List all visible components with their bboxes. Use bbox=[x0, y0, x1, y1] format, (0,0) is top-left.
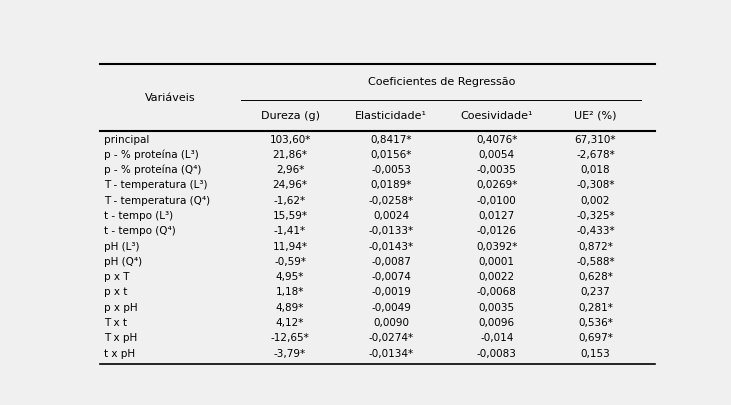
Text: -0,0083: -0,0083 bbox=[477, 349, 517, 358]
Text: 4,95*: 4,95* bbox=[276, 272, 304, 282]
Text: 0,0127: 0,0127 bbox=[479, 211, 515, 221]
Text: pH (L³): pH (L³) bbox=[105, 242, 140, 252]
Text: p - % proteína (L³): p - % proteína (L³) bbox=[105, 150, 199, 160]
Text: -3,79*: -3,79* bbox=[274, 349, 306, 358]
Text: 0,4076*: 0,4076* bbox=[476, 134, 518, 145]
Text: p x T: p x T bbox=[105, 272, 130, 282]
Text: Coeficientes de Regressão: Coeficientes de Regressão bbox=[368, 77, 515, 87]
Text: 0,0024: 0,0024 bbox=[374, 211, 409, 221]
Text: -0,59*: -0,59* bbox=[274, 257, 306, 267]
Text: 21,86*: 21,86* bbox=[273, 150, 308, 160]
Text: -12,65*: -12,65* bbox=[270, 333, 309, 343]
Text: T - temperatura (Q⁴): T - temperatura (Q⁴) bbox=[105, 196, 211, 206]
Text: 0,153: 0,153 bbox=[580, 349, 610, 358]
Text: 0,628*: 0,628* bbox=[578, 272, 613, 282]
Text: principal: principal bbox=[105, 134, 150, 145]
Text: t - tempo (L³): t - tempo (L³) bbox=[105, 211, 173, 221]
Text: 0,0090: 0,0090 bbox=[374, 318, 409, 328]
Text: -0,0274*: -0,0274* bbox=[368, 333, 414, 343]
Text: -0,0258*: -0,0258* bbox=[368, 196, 414, 206]
Text: p x pH: p x pH bbox=[105, 303, 138, 313]
Text: 0,237: 0,237 bbox=[580, 288, 610, 297]
Text: Elasticidade¹: Elasticidade¹ bbox=[355, 111, 428, 121]
Text: 103,60*: 103,60* bbox=[269, 134, 311, 145]
Text: -1,41*: -1,41* bbox=[274, 226, 306, 237]
Text: T - temperatura (L³): T - temperatura (L³) bbox=[105, 181, 208, 190]
Text: -0,433*: -0,433* bbox=[576, 226, 615, 237]
Text: p x t: p x t bbox=[105, 288, 128, 297]
Text: -0,0074: -0,0074 bbox=[371, 272, 412, 282]
Text: 1,18*: 1,18* bbox=[276, 288, 304, 297]
Text: -0,0035: -0,0035 bbox=[477, 165, 517, 175]
Text: 0,8417*: 0,8417* bbox=[371, 134, 412, 145]
Text: -0,588*: -0,588* bbox=[576, 257, 615, 267]
Text: 0,0001: 0,0001 bbox=[479, 257, 515, 267]
Text: 0,536*: 0,536* bbox=[578, 318, 613, 328]
Text: 0,018: 0,018 bbox=[580, 165, 610, 175]
Text: 0,281*: 0,281* bbox=[578, 303, 613, 313]
Text: -0,0068: -0,0068 bbox=[477, 288, 517, 297]
Text: -0,308*: -0,308* bbox=[576, 181, 615, 190]
Text: 2,96*: 2,96* bbox=[276, 165, 304, 175]
Text: 0,0156*: 0,0156* bbox=[371, 150, 412, 160]
Text: UE² (%): UE² (%) bbox=[574, 111, 617, 121]
Text: Variáveis: Variáveis bbox=[145, 93, 196, 103]
Text: 0,697*: 0,697* bbox=[578, 333, 613, 343]
Text: 0,0189*: 0,0189* bbox=[371, 181, 412, 190]
Text: 0,0022: 0,0022 bbox=[479, 272, 515, 282]
Text: -0,0134*: -0,0134* bbox=[368, 349, 414, 358]
Text: -0,0087: -0,0087 bbox=[371, 257, 412, 267]
Text: 67,310*: 67,310* bbox=[575, 134, 616, 145]
Text: 24,96*: 24,96* bbox=[273, 181, 308, 190]
Text: -0,0133*: -0,0133* bbox=[368, 226, 414, 237]
Text: t - tempo (Q⁴): t - tempo (Q⁴) bbox=[105, 226, 176, 237]
Text: -0,014: -0,014 bbox=[480, 333, 513, 343]
Text: -0,0053: -0,0053 bbox=[371, 165, 412, 175]
Text: 0,0269*: 0,0269* bbox=[476, 181, 518, 190]
Text: 0,872*: 0,872* bbox=[578, 242, 613, 252]
Text: 0,0035: 0,0035 bbox=[479, 303, 515, 313]
Text: T x t: T x t bbox=[105, 318, 127, 328]
Text: -0,0100: -0,0100 bbox=[477, 196, 517, 206]
Text: -2,678*: -2,678* bbox=[576, 150, 615, 160]
Text: -0,0019: -0,0019 bbox=[371, 288, 412, 297]
Text: T x pH: T x pH bbox=[105, 333, 137, 343]
Text: Coesividade¹: Coesividade¹ bbox=[461, 111, 533, 121]
Text: 0,0392*: 0,0392* bbox=[476, 242, 518, 252]
Text: 15,59*: 15,59* bbox=[273, 211, 308, 221]
Text: -1,62*: -1,62* bbox=[274, 196, 306, 206]
Text: -0,0143*: -0,0143* bbox=[368, 242, 414, 252]
Text: -0,0049: -0,0049 bbox=[371, 303, 412, 313]
Text: 0,0096: 0,0096 bbox=[479, 318, 515, 328]
Text: -0,325*: -0,325* bbox=[576, 211, 615, 221]
Text: 4,12*: 4,12* bbox=[276, 318, 304, 328]
Text: p - % proteína (Q⁴): p - % proteína (Q⁴) bbox=[105, 165, 202, 175]
Text: pH (Q⁴): pH (Q⁴) bbox=[105, 257, 143, 267]
Text: 11,94*: 11,94* bbox=[273, 242, 308, 252]
Text: Dureza (g): Dureza (g) bbox=[260, 111, 319, 121]
Text: -0,0126: -0,0126 bbox=[477, 226, 517, 237]
Text: 4,89*: 4,89* bbox=[276, 303, 304, 313]
Text: 0,002: 0,002 bbox=[580, 196, 610, 206]
Text: 0,0054: 0,0054 bbox=[479, 150, 515, 160]
Text: t x pH: t x pH bbox=[105, 349, 135, 358]
